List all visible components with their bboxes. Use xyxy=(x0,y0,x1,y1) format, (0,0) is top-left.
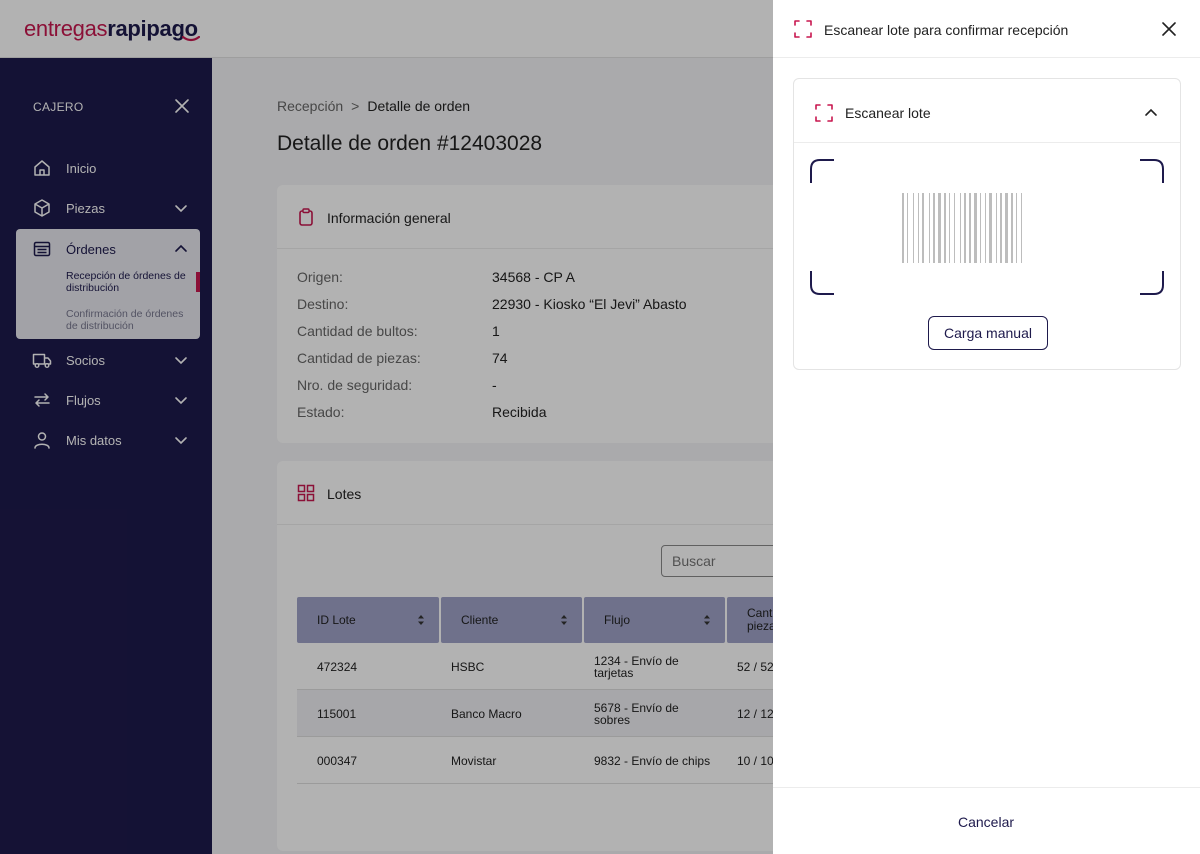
logo: entregasrapipago xyxy=(24,16,198,41)
flow-icon xyxy=(34,393,50,407)
chevron-down-icon xyxy=(175,357,187,365)
sidebar-subitem-recepcion[interactable]: Recepción de órdenes de distribución xyxy=(66,270,186,294)
lotes-card-header: Lotes xyxy=(277,461,897,525)
barcode-icon xyxy=(902,193,1022,263)
grid-icon xyxy=(297,484,315,502)
sort-icon xyxy=(704,615,710,625)
close-sidebar-icon[interactable] xyxy=(174,98,190,114)
carga-manual-button[interactable]: Carga manual xyxy=(928,316,1048,350)
page-title: Detalle de orden #12403028 xyxy=(277,132,543,155)
sidebar-role: CAJERO xyxy=(33,100,84,114)
cancel-button[interactable]: Cancelar xyxy=(936,812,1036,832)
column-header-cliente[interactable]: Cliente xyxy=(441,597,582,643)
scan-panel: Escanear lote Carga manual xyxy=(793,78,1181,370)
scan-icon xyxy=(794,20,812,38)
chevron-down-icon xyxy=(175,437,187,445)
scan-icon xyxy=(815,104,833,122)
drawer-header: Escanear lote para confirmar recepción xyxy=(773,0,1200,58)
sort-icon xyxy=(561,615,567,625)
sidebar-item-piezas[interactable]: Piezas xyxy=(16,188,200,228)
info-card-header: Información general xyxy=(277,185,897,249)
close-icon[interactable] xyxy=(1162,22,1176,36)
drawer-title: Escanear lote para confirmar recepción xyxy=(824,22,1069,38)
sort-icon xyxy=(418,615,424,625)
chevron-up-icon[interactable] xyxy=(1144,106,1158,120)
scan-drawer: Escanear lote para confirmar recepción E… xyxy=(773,0,1200,854)
sidebar-subitem-confirmacion[interactable]: Confirmación de órdenes de distribución xyxy=(66,308,184,332)
truck-icon xyxy=(32,353,52,368)
sidebar-item-mis-datos[interactable]: Mis datos xyxy=(16,420,200,460)
barcode-scanner-viewfinder xyxy=(810,159,1164,295)
breadcrumb: Recepción > Detalle de orden xyxy=(277,98,470,114)
breadcrumb-parent[interactable]: Recepción xyxy=(277,98,344,114)
scan-panel-header[interactable]: Escanear lote xyxy=(794,79,1180,143)
table-row[interactable]: 472324 HSBC 1234 - Envío de tarjetas 52 … xyxy=(297,643,877,690)
sidebar-item-flujos[interactable]: Flujos xyxy=(16,380,200,420)
user-icon xyxy=(34,432,50,449)
drawer-footer: Cancelar xyxy=(773,787,1200,854)
modal-backdrop[interactable] xyxy=(0,0,773,854)
chevron-down-icon xyxy=(175,397,187,405)
logo-swoosh-icon xyxy=(182,36,200,42)
box-icon xyxy=(34,199,50,217)
sidebar: CAJERO Inicio Piezas Órdenes Recepción d… xyxy=(0,58,212,854)
clipboard-icon xyxy=(299,208,313,226)
table-row[interactable]: 000347 Movistar 9832 - Envío de chips 10… xyxy=(297,737,877,784)
breadcrumb-separator: > xyxy=(351,98,360,114)
active-indicator xyxy=(196,272,200,292)
chevron-down-icon xyxy=(175,205,187,213)
sidebar-item-ordenes[interactable]: Órdenes Recepción de órdenes de distribu… xyxy=(16,229,200,339)
breadcrumb-current: Detalle de orden xyxy=(367,98,471,114)
orders-icon xyxy=(33,241,51,257)
sidebar-item-socios[interactable]: Socios xyxy=(16,340,200,380)
sidebar-item-inicio[interactable]: Inicio xyxy=(16,148,200,188)
home-icon xyxy=(34,160,50,176)
column-header-flujo[interactable]: Flujo xyxy=(584,597,725,643)
column-header-id[interactable]: ID Lote xyxy=(297,597,439,643)
chevron-up-icon xyxy=(175,244,187,252)
